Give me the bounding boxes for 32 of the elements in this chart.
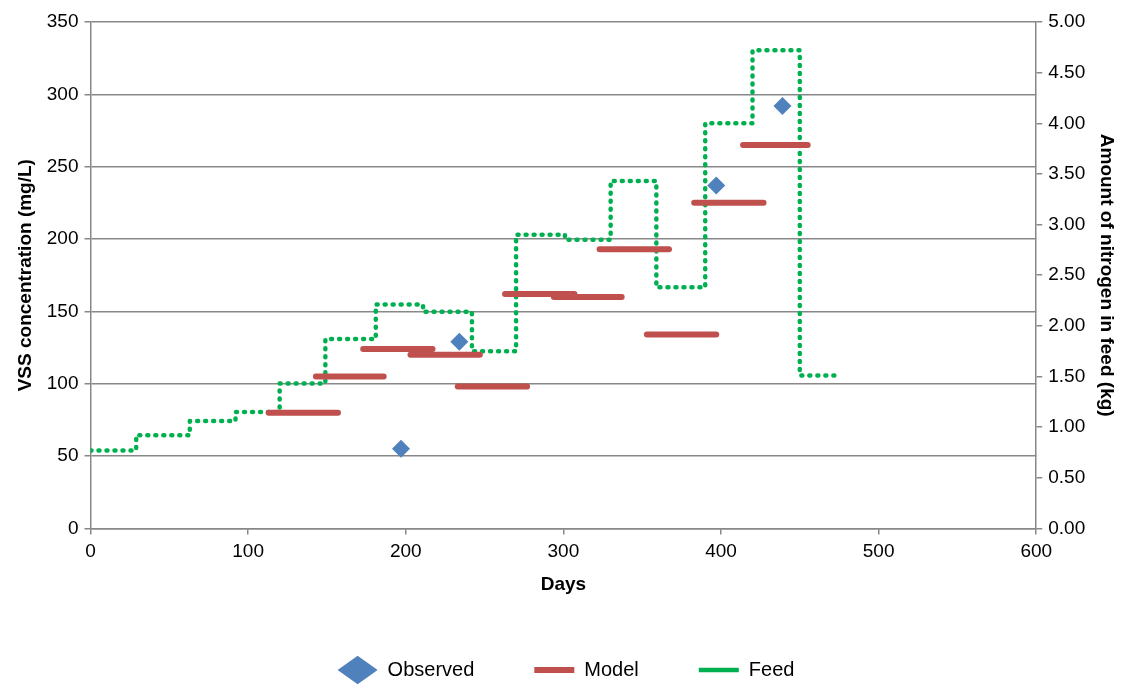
y2-tick-label: 2.00: [1048, 314, 1086, 336]
x-tick-label: 0: [85, 540, 96, 562]
y-tick-label: 100: [46, 371, 79, 393]
y2-tick-label: 1.50: [1048, 364, 1086, 386]
y-tick-label: 50: [57, 444, 79, 466]
y2-tick-label: 3.50: [1048, 162, 1086, 184]
x-tick-label: 600: [1020, 540, 1053, 562]
y2-tick-label: 4.50: [1048, 60, 1086, 82]
x-axis-title: Days: [540, 572, 587, 594]
y2-tick-label: 0.50: [1048, 465, 1086, 487]
y-tick-label: 350: [46, 10, 79, 32]
x-tick-label: 500: [862, 540, 895, 562]
legend-label: Feed: [748, 657, 795, 680]
x-tick-label: 300: [547, 540, 580, 562]
y-tick-label: 250: [46, 154, 79, 176]
y2-tick-label: 1.00: [1048, 415, 1086, 437]
y2-tick-label: 3.00: [1048, 212, 1086, 234]
x-tick-label: 200: [389, 540, 422, 562]
legend-label: Model: [584, 657, 639, 680]
y-tick-label: 150: [46, 299, 79, 321]
y2-tick-label: 5.00: [1048, 10, 1086, 32]
y-tick-label: 0: [67, 516, 79, 538]
y-axis-title: VSS concentration (mg/L): [13, 159, 35, 392]
y2-tick-label: 0.00: [1048, 516, 1086, 538]
legend-label: Observed: [387, 657, 475, 680]
x-tick-label: 400: [705, 540, 737, 562]
y2-tick-label: 2.50: [1048, 263, 1086, 285]
x-tick-label: 100: [232, 540, 264, 562]
y-tick-label: 200: [46, 227, 79, 249]
y-tick-label: 300: [46, 82, 79, 104]
y2-axis-title: Amount of nitrogen in feed (kg): [1097, 133, 1119, 417]
y2-tick-label: 4.00: [1048, 111, 1086, 133]
